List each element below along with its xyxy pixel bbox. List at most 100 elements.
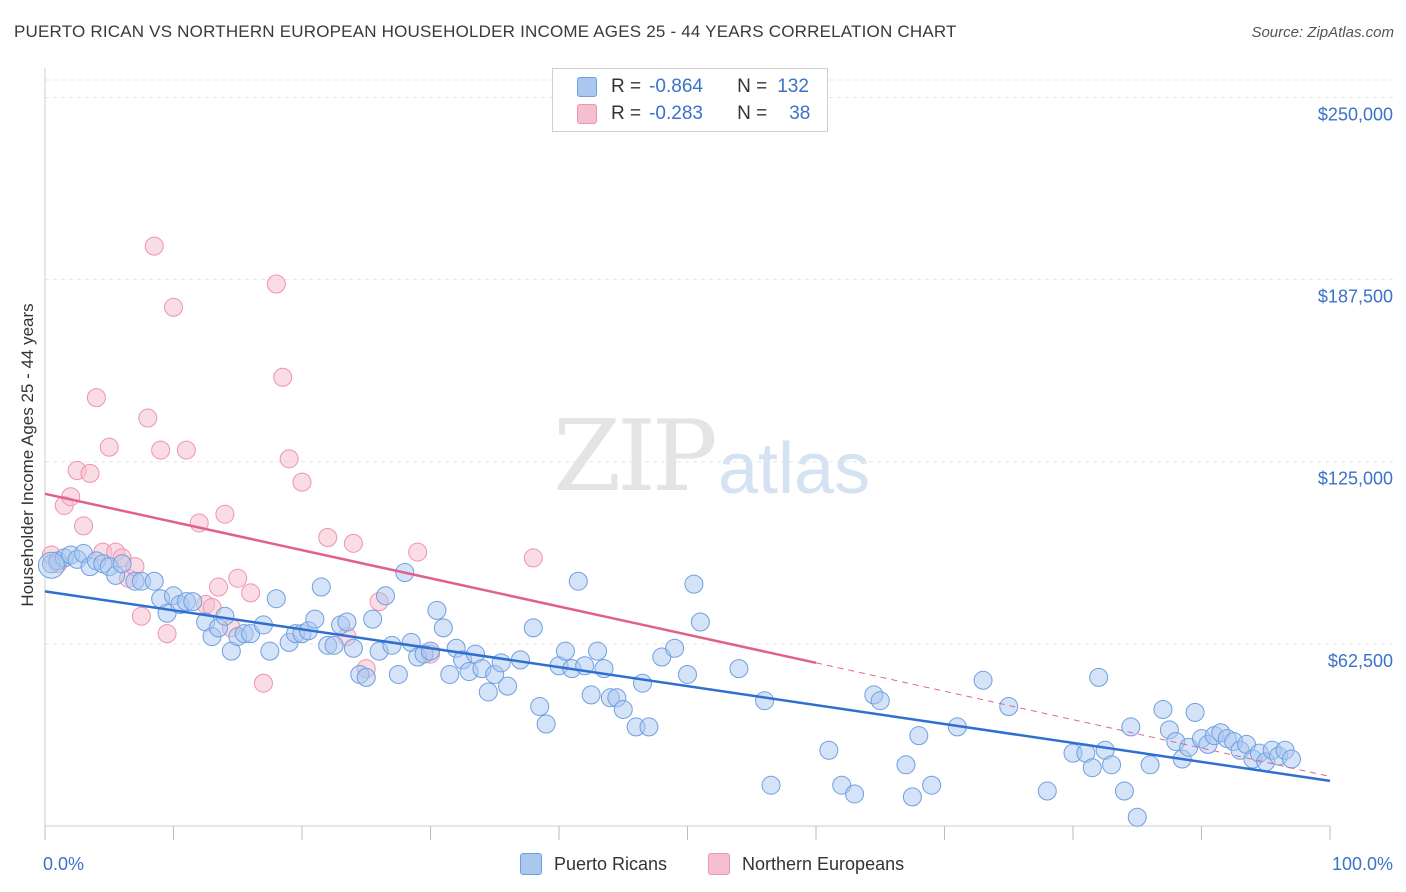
puerto-ricans-point — [684, 574, 704, 594]
chart-title: PUERTO RICAN VS NORTHERN EUROPEAN HOUSEH… — [14, 22, 957, 41]
source-note: Source: ZipAtlas.com — [1251, 24, 1394, 41]
puerto-ricans-point — [1089, 667, 1109, 687]
puerto-ricans-point — [678, 664, 697, 684]
puerto-ricans-point — [337, 612, 357, 632]
trend-lines — [44, 492, 1331, 783]
puerto-ricans-point — [1153, 699, 1173, 719]
blue-swatch — [520, 853, 542, 875]
puerto-ricans-point — [1082, 758, 1102, 778]
legend-n-label: N = — [737, 76, 768, 97]
puerto-ricans-point — [421, 641, 440, 661]
puerto-ricans-point — [183, 592, 203, 612]
legend-r-value: -0.283 — [649, 103, 703, 124]
puerto-ricans-point — [343, 638, 363, 658]
northern-europeans-point — [292, 472, 312, 492]
puerto-ricans-point — [376, 586, 396, 606]
puerto-ricans-point — [1127, 807, 1147, 827]
legend-puerto-ricans: Puerto Ricans — [520, 852, 667, 876]
puerto-ricans-point — [581, 685, 601, 705]
y-tick-label: $187,500 — [1318, 287, 1393, 307]
puerto-ricans-point — [266, 589, 286, 609]
puerto-ricans-point — [37, 551, 65, 579]
puerto-ricans-point — [639, 717, 659, 737]
puerto-ricans-point — [324, 635, 344, 655]
northern-europeans-point — [138, 408, 158, 428]
puerto-ricans-points — [37, 544, 1301, 827]
puerto-ricans-point — [819, 740, 839, 760]
puerto-ricans-point — [260, 641, 280, 661]
puerto-ricans-point — [1121, 717, 1141, 737]
puerto-ricans-point — [382, 635, 402, 655]
puerto-ricans-point — [755, 691, 775, 711]
puerto-ricans-point — [1281, 749, 1301, 769]
northern-europeans-point — [157, 624, 177, 644]
puerto-ricans-point — [555, 641, 575, 661]
puerto-ricans-point — [1102, 755, 1122, 775]
puerto-ricans-point — [761, 775, 781, 795]
northern-europeans-point — [318, 528, 338, 548]
puerto-ricans-point — [845, 784, 865, 804]
grid-lines — [45, 79, 1394, 645]
puerto-ricans-point — [144, 571, 164, 591]
puerto-ricans-point — [112, 554, 132, 574]
puerto-ricans-point — [305, 609, 325, 629]
blue-swatch — [577, 77, 597, 97]
northern-europeans-point — [523, 548, 543, 568]
northern-europeans-point — [86, 388, 106, 408]
northern-europeans-point — [151, 440, 171, 460]
northern-europeans-point — [241, 583, 261, 603]
puerto-ricans-point — [922, 775, 942, 795]
puerto-ricans-point — [909, 726, 929, 746]
puerto-ricans-point — [633, 673, 653, 693]
puerto-ricans-point — [588, 641, 608, 661]
puerto-ricans-point — [311, 577, 331, 597]
puerto-ricans-point — [1114, 781, 1134, 801]
legend-r-label: R = — [611, 103, 642, 124]
legend-northern-europeans: Northern Europeans — [708, 852, 904, 876]
puerto-ricans-point — [427, 600, 447, 620]
northern-europeans-point — [144, 236, 164, 256]
puerto-ricans-point — [1140, 755, 1160, 775]
puerto-ricans-point — [1185, 702, 1205, 722]
stats-legend: R = -0.864 N = 132 R = -0.283 N = 38 — [552, 68, 828, 132]
legend-row-northern-europeans: R = -0.283 N = 38 — [577, 102, 810, 126]
axes — [44, 68, 1331, 840]
watermark-atlas: atlas — [718, 429, 871, 509]
northern-europeans-trend-line — [44, 492, 817, 665]
northern-europeans-point — [176, 440, 196, 460]
northern-europeans-point — [215, 504, 235, 524]
y-tick-label: $125,000 — [1318, 469, 1393, 489]
puerto-ricans-point — [388, 664, 408, 684]
puerto-ricans-point — [498, 676, 518, 696]
legend-n-value: 132 — [777, 76, 809, 97]
legend-n-label: N = — [737, 103, 768, 124]
puerto-ricans-point — [896, 755, 916, 775]
northern-europeans-point — [74, 516, 94, 536]
pink-swatch — [577, 104, 597, 124]
puerto-ricans-point — [729, 659, 749, 679]
puerto-ricans-point — [568, 571, 588, 591]
pink-swatch — [708, 853, 730, 875]
puerto-ricans-point — [440, 664, 460, 684]
puerto-ricans-point — [870, 691, 890, 711]
puerto-ricans-point — [973, 670, 993, 690]
watermark-zip: ZIP — [553, 400, 718, 514]
y-tick-label: $62,500 — [1328, 651, 1393, 671]
legend-label: Puerto Ricans — [554, 853, 668, 874]
northern-europeans-point — [279, 449, 299, 469]
puerto-ricans-point — [363, 609, 383, 629]
legend-n-value: 38 — [789, 103, 811, 124]
puerto-ricans-point — [1037, 781, 1057, 801]
x-tick-label: 0.0% — [43, 854, 84, 874]
northern-europeans-points — [41, 236, 543, 693]
northern-europeans-point — [228, 568, 248, 588]
legend-r-label: R = — [611, 76, 642, 97]
northern-europeans-point — [408, 542, 428, 562]
puerto-ricans-trend-line — [44, 590, 1331, 783]
x-tick-label: 100.0% — [1332, 854, 1393, 874]
northern-europeans-point — [80, 463, 100, 483]
puerto-ricans-point — [999, 697, 1019, 717]
northern-europeans-point — [131, 606, 151, 626]
puerto-ricans-point — [478, 682, 498, 702]
